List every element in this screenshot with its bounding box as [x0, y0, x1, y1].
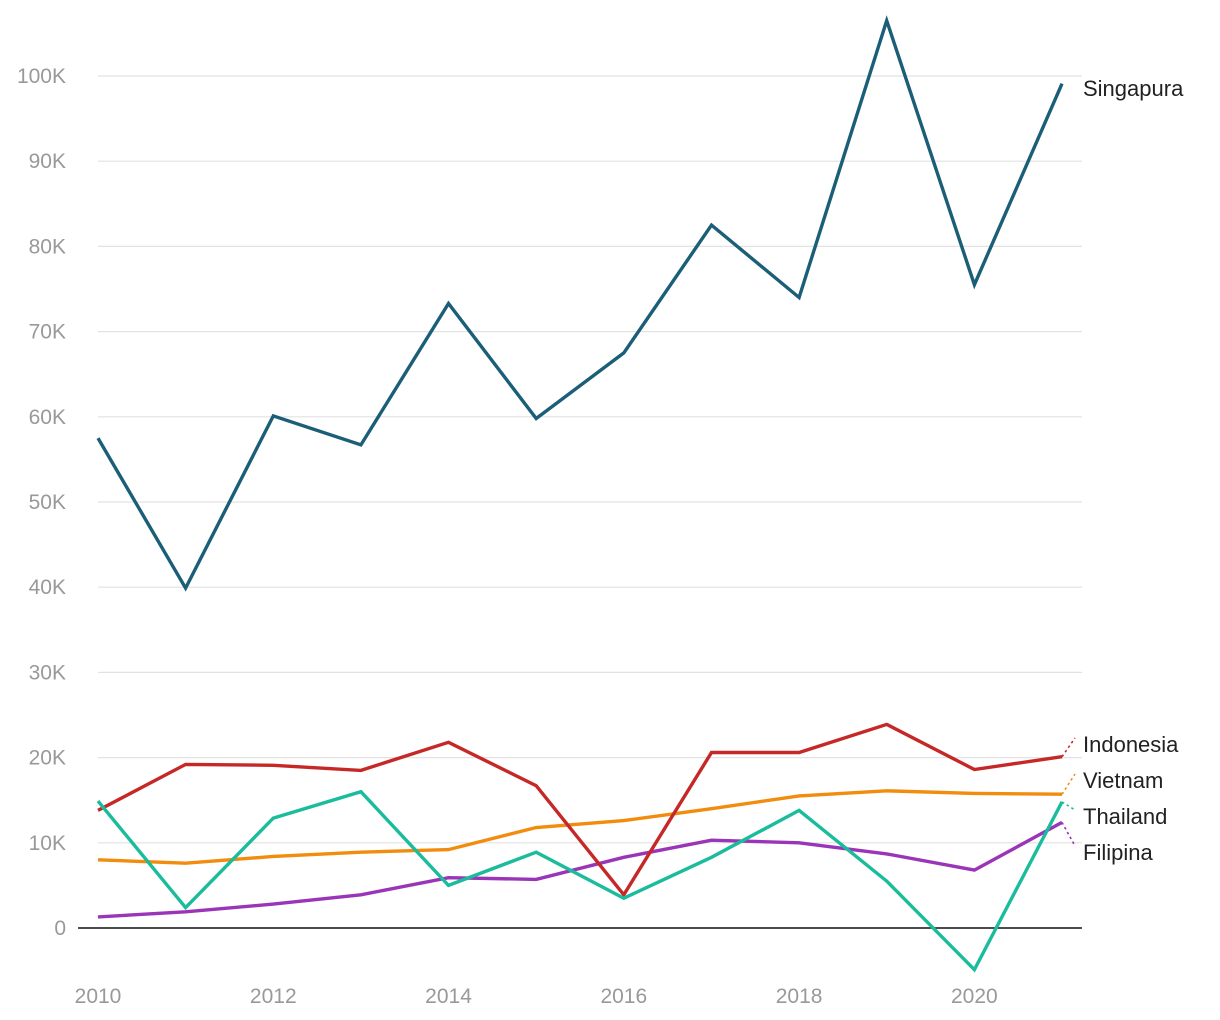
- series-label-vietnam: Vietnam: [1083, 768, 1163, 793]
- y-tick-label: 70K: [29, 321, 66, 344]
- y-tick-label: 20K: [29, 747, 66, 770]
- y-tick-label: 40K: [29, 576, 66, 599]
- label-leader-vietnam: [1061, 773, 1076, 795]
- x-tick-label: 2020: [951, 985, 998, 1008]
- gridlines: [98, 75, 1082, 844]
- series-line-thailand: [96, 789, 1064, 973]
- y-tick-label: 90K: [29, 150, 66, 173]
- series-line-indonesia: [97, 722, 1063, 898]
- series-line-filipina: [97, 820, 1063, 919]
- series-label-filipina: Filipina: [1083, 840, 1153, 865]
- x-tick-label: 2018: [776, 985, 823, 1008]
- y-tick-label: 30K: [29, 661, 66, 684]
- y-tick-label: 10K: [29, 832, 66, 855]
- series-label-singapura: Singapura: [1083, 76, 1184, 101]
- x-tick-label: 2016: [600, 985, 647, 1008]
- label-leader-filipina: [1061, 821, 1076, 847]
- label-leader-thailand: [1061, 801, 1076, 811]
- y-tick-label: 60K: [29, 406, 66, 429]
- label-leader-indonesia: [1061, 737, 1076, 758]
- series-label-indonesia: Indonesia: [1083, 732, 1179, 757]
- series-label-thailand: Thailand: [1083, 804, 1167, 829]
- series-labels: Singapura Indonesia Vietnam Thailand Filipin…: [1061, 76, 1184, 865]
- series-lines: [96, 15, 1064, 973]
- x-tick-label: 2010: [75, 985, 122, 1008]
- y-tick-label: 0: [54, 917, 66, 940]
- y-tick-label: 50K: [29, 491, 66, 514]
- series-line-singapura: [96, 15, 1064, 592]
- series-line-vietnam: [97, 789, 1063, 865]
- axes: 0 10K 20K 30K 40K 50K 60K 70K 80K 90K 100K 2010 2012…: [17, 65, 1082, 1008]
- y-tick-label: 80K: [29, 235, 66, 258]
- x-tick-label: 2014: [425, 985, 472, 1008]
- y-tick-label: 100K: [17, 65, 66, 88]
- x-tick-label: 2012: [250, 985, 297, 1008]
